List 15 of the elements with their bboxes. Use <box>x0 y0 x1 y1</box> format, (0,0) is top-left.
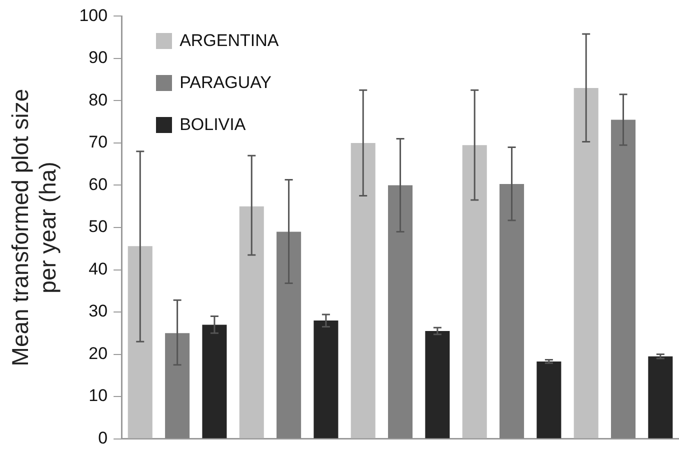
y-tick-label: 20 <box>88 344 108 363</box>
y-tick-label: 100 <box>79 6 108 25</box>
y-tick-label: 80 <box>88 90 108 110</box>
legend-label: ARGENTINA <box>180 31 279 52</box>
y-tick-label: 40 <box>88 259 108 278</box>
y-tick-label: 70 <box>88 132 108 152</box>
legend-label: PARAGUAY <box>180 73 272 94</box>
y-tick-label: 0 <box>98 428 108 448</box>
y-tick-label: 10 <box>88 386 108 406</box>
legend-label: BOLIVIA <box>180 115 246 136</box>
y-axis-title: Mean transformed plot size per year (ha) <box>7 88 61 366</box>
y-tick-label: 90 <box>88 48 108 68</box>
y-tick-label: 50 <box>88 217 108 236</box>
y-tick-label: 60 <box>88 174 108 194</box>
y-tick-label: 30 <box>88 302 108 321</box>
